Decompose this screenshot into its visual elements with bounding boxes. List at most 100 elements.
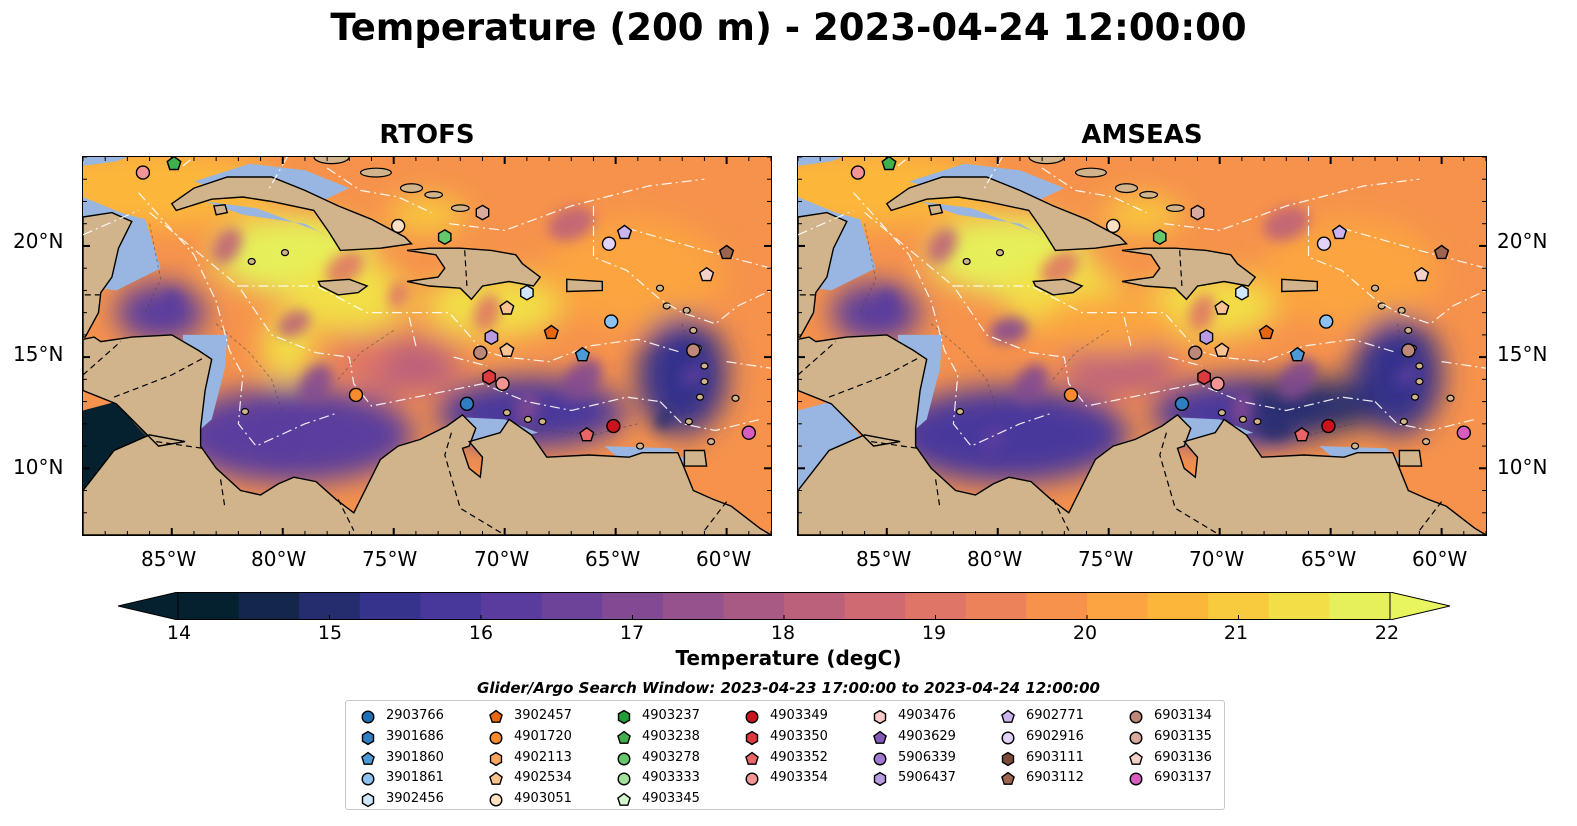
- legend-marker-pentagon-icon: [1001, 709, 1015, 723]
- legend-marker-circle-icon: [617, 752, 631, 766]
- legend-marker-4903345: [617, 792, 631, 807]
- map-panel-rtofs: [82, 156, 772, 536]
- legend-label: 4903350: [770, 728, 828, 744]
- legend-marker-circle-icon: [745, 710, 759, 724]
- float-marker-rtofs-10: [482, 369, 496, 386]
- colorbar-tick-20: 20: [1072, 622, 1098, 644]
- legend-marker-pentagon-icon: [745, 751, 759, 765]
- legend-label: 4903345: [642, 791, 700, 807]
- legend-marker-circle-icon: [1001, 731, 1015, 745]
- legend-marker-pentagon-icon: [1001, 772, 1015, 786]
- legend-marker-6903134: [1129, 710, 1143, 724]
- float-marker-rtofs-18: [616, 224, 633, 240]
- float-marker-rtofs-5: [520, 284, 534, 301]
- map-panel-amseas: [797, 156, 1487, 536]
- lat-label-10n-left: 10°N: [13, 455, 64, 479]
- float-marker-rtofs-23: [579, 426, 595, 442]
- colorbar-tick-15: 15: [317, 622, 343, 644]
- legend-marker-6903112: [1001, 772, 1015, 786]
- legend-label: 3901860: [386, 749, 444, 765]
- lon-label-85w-left: 85°W: [141, 547, 197, 571]
- float-marker-amseas-23: [1294, 426, 1310, 442]
- lat-label-15n-left: 15°N: [13, 342, 64, 366]
- central-south-america-land: [83, 334, 771, 535]
- legend-marker-4903349: [745, 710, 759, 724]
- float-marker-rtofs-4: [475, 204, 490, 221]
- legend-marker-6902771: [1001, 709, 1015, 723]
- legend-marker-circle-icon: [489, 793, 503, 807]
- colorbar-segment: [723, 592, 785, 620]
- eez-boundary: [138, 192, 339, 447]
- float-marker-amseas-4: [1190, 204, 1205, 221]
- colorbar-segment: [844, 592, 906, 620]
- legend-label: 4903476: [898, 708, 956, 723]
- eez-boundary: [1123, 316, 1132, 347]
- legend-label: 6903135: [1154, 728, 1212, 744]
- float-marker-amseas-16: [1319, 314, 1334, 329]
- eez-boundary: [897, 157, 910, 167]
- legend-label: 6903137: [1154, 770, 1212, 786]
- float-marker-rtofs-3: [437, 229, 452, 246]
- legend-marker-3901686: [361, 730, 375, 746]
- eez-boundary: [1164, 178, 1420, 232]
- legend-label: 3901686: [386, 728, 444, 744]
- legend-marker-3902457: [489, 709, 503, 723]
- eez-boundary: [149, 212, 350, 358]
- colorbar-under-arrow: [117, 591, 179, 621]
- colorbar-segment: [1026, 592, 1088, 620]
- legend-label: 4903238: [642, 728, 700, 744]
- eez-boundary: [348, 357, 661, 412]
- legend-marker-pentagon-icon: [617, 792, 631, 807]
- eez-boundary: [864, 212, 1065, 358]
- eez-boundary: [1168, 356, 1203, 367]
- float-marker-amseas-19: [1413, 266, 1430, 282]
- puerto-rico-land: [566, 278, 603, 293]
- float-marker-amseas-17: [1316, 236, 1332, 251]
- legend-label: 4902534: [514, 770, 572, 786]
- colorbar-tick-16: 16: [468, 622, 494, 644]
- float-marker-amseas-15: [1289, 346, 1306, 362]
- legend-label: 6902771: [1026, 708, 1084, 723]
- lon-label-75w-right: 75°W: [1078, 547, 1134, 571]
- float-marker-rtofs-2: [390, 218, 406, 234]
- legend-marker-pentagon-icon: [361, 751, 375, 765]
- legend-marker-3901861: [361, 772, 375, 786]
- legend-label: 6903111: [1026, 749, 1084, 765]
- eez-boundary: [659, 401, 761, 432]
- legend-label: 3901861: [386, 770, 444, 786]
- legend-marker-4903051: [489, 793, 503, 807]
- lon-label-60w-right: 60°W: [1412, 547, 1468, 571]
- float-marker-rtofs-14: [543, 324, 559, 340]
- lon-label-80w-left: 80°W: [251, 547, 307, 571]
- legend-title: Glider/Argo Search Window: 2023-04-23 17…: [477, 679, 1100, 697]
- float-marker-rtofs-21: [686, 343, 701, 358]
- lon-label-65w-left: 65°W: [585, 547, 641, 571]
- lat-label-20n-left: 20°N: [13, 229, 64, 253]
- yucatan-land: [798, 211, 848, 338]
- legend-marker-3901860: [361, 751, 375, 765]
- legend-label: 4903629: [898, 728, 956, 744]
- legend-marker-6903111: [1001, 751, 1015, 766]
- legend-marker-4903354: [745, 772, 759, 786]
- legend-label: 4901720: [514, 728, 572, 744]
- legend-marker-hexagon-icon: [873, 709, 887, 725]
- eez-boundary: [726, 361, 771, 369]
- legend-marker-6902916: [1001, 731, 1015, 745]
- legend-marker-5906339: [873, 752, 887, 766]
- float-marker-amseas-21: [1401, 343, 1416, 358]
- central-south-america-land: [798, 334, 1486, 535]
- lon-label-80w-right: 80°W: [967, 547, 1023, 571]
- legend-marker-hexagon-icon: [745, 730, 759, 746]
- legend-marker-circle-icon: [1129, 710, 1143, 724]
- colorbar-segment: [965, 592, 1027, 620]
- lat-label-10n-right: 10°N: [1497, 455, 1548, 479]
- float-marker-amseas-9: [1188, 345, 1203, 360]
- float-marker-amseas-3: [1152, 229, 1167, 246]
- eez-boundary: [449, 178, 705, 232]
- legend-marker-hexagon-icon: [1001, 751, 1015, 766]
- float-marker-amseas-0: [850, 165, 866, 180]
- legend-marker-circle-icon: [617, 772, 631, 786]
- eez-boundary: [592, 205, 771, 325]
- colorbar-segment: [420, 592, 482, 620]
- legend-label: 4903352: [770, 749, 828, 765]
